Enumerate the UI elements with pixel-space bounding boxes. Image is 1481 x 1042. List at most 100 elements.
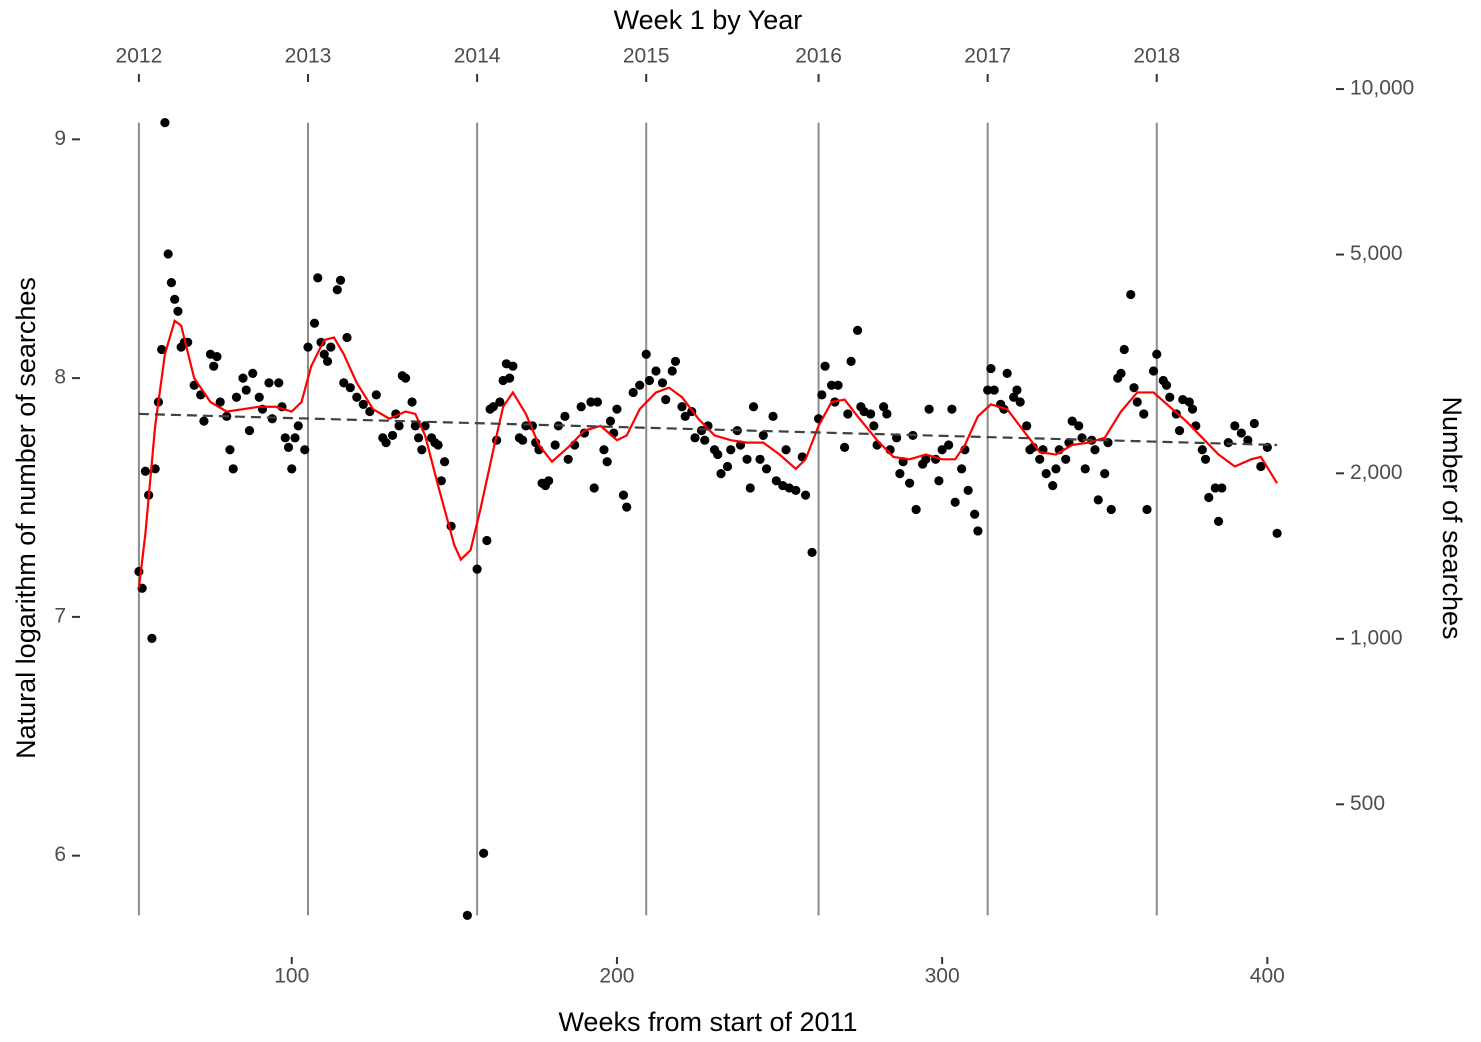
point — [407, 397, 417, 407]
x2-tick-label: 2018 — [1133, 45, 1180, 68]
point — [703, 421, 713, 431]
point — [950, 497, 960, 507]
point — [700, 435, 710, 445]
point — [1184, 397, 1194, 407]
point — [612, 404, 622, 414]
point — [628, 387, 638, 398]
point — [1067, 416, 1077, 426]
point — [1174, 426, 1185, 436]
point — [563, 454, 573, 464]
point — [228, 464, 238, 474]
point — [680, 411, 690, 421]
point — [225, 445, 235, 455]
x-tick-label: 100 — [274, 965, 309, 988]
point — [1093, 495, 1103, 505]
point — [170, 294, 180, 304]
point — [335, 275, 346, 285]
point — [1161, 380, 1172, 390]
point — [238, 373, 248, 383]
point — [560, 411, 570, 421]
point — [290, 433, 300, 443]
point — [505, 373, 515, 383]
y2-axis-title: Number of searches — [1437, 396, 1467, 639]
point — [1100, 469, 1110, 479]
point — [254, 392, 264, 402]
point — [605, 416, 616, 426]
x2-tick-label: 2015 — [623, 45, 670, 68]
y2-tick-label: 500 — [1350, 792, 1385, 815]
point — [293, 421, 303, 431]
point — [439, 457, 450, 467]
point — [1129, 383, 1139, 393]
point — [839, 442, 850, 452]
x2-tick-label: 2016 — [795, 45, 842, 68]
point — [989, 385, 999, 395]
point — [1187, 404, 1198, 414]
point — [1256, 461, 1266, 472]
point — [973, 526, 983, 536]
point — [1139, 409, 1149, 419]
point — [618, 490, 629, 500]
point — [212, 352, 222, 362]
point — [576, 402, 586, 412]
y-tick-label: 9 — [54, 127, 66, 150]
point — [163, 249, 173, 259]
point — [339, 378, 349, 388]
point — [280, 433, 290, 443]
point — [1116, 368, 1126, 378]
point — [944, 440, 954, 450]
trend-line — [138, 412, 1278, 447]
point — [1142, 504, 1152, 515]
point — [602, 457, 612, 467]
point — [852, 325, 863, 335]
point — [807, 547, 817, 558]
point — [957, 464, 967, 474]
point — [1200, 454, 1211, 464]
point — [387, 430, 398, 441]
point — [410, 421, 420, 431]
smooth-line — [137, 319, 1279, 589]
point — [173, 306, 183, 316]
point — [1106, 504, 1116, 515]
x2-tick-label: 2017 — [964, 45, 1011, 68]
point — [657, 378, 668, 388]
point — [199, 416, 209, 426]
point — [745, 483, 755, 493]
point — [482, 535, 492, 546]
point — [472, 564, 482, 574]
point — [550, 440, 560, 450]
point — [690, 433, 700, 443]
point — [589, 483, 599, 493]
y2-tick-label: 1,000 — [1350, 626, 1403, 649]
point — [771, 476, 781, 486]
point — [742, 454, 752, 464]
point — [433, 440, 443, 450]
point — [833, 380, 843, 390]
point — [895, 469, 905, 479]
x-tick-label: 200 — [599, 965, 634, 988]
point — [924, 404, 934, 414]
point — [160, 118, 170, 128]
point — [1119, 344, 1129, 355]
point — [791, 485, 801, 495]
point — [488, 402, 498, 412]
point — [1022, 421, 1032, 431]
point — [1249, 418, 1259, 429]
point — [800, 490, 811, 500]
point — [1236, 428, 1246, 438]
point — [761, 464, 772, 474]
point — [869, 421, 879, 431]
point — [309, 318, 320, 328]
point — [342, 332, 352, 343]
point — [882, 409, 892, 419]
point — [352, 392, 362, 402]
x2-axis-title: Week 1 by Year — [614, 5, 803, 35]
point — [758, 430, 768, 441]
point — [641, 349, 651, 359]
point — [413, 433, 424, 443]
point — [1035, 454, 1045, 464]
y2-tick-label: 2,000 — [1350, 461, 1403, 484]
point — [462, 910, 472, 920]
point — [937, 445, 947, 455]
